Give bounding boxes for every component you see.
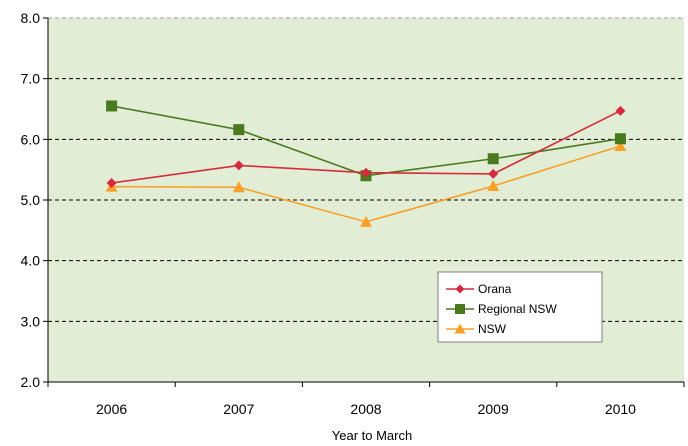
data-point — [360, 215, 372, 227]
legend-marker — [455, 284, 465, 294]
data-point — [232, 181, 245, 193]
legend: Orana Regional NSW NSW — [437, 271, 603, 343]
data-point — [614, 133, 626, 145]
data-point — [233, 160, 244, 171]
y-axis-ticks: 2.0 3.0 4.0 5.0 6.0 7.0 8.0 — [21, 10, 48, 390]
y-tick-label: 6.0 — [21, 131, 41, 147]
x-tick-label: 2009 — [478, 401, 509, 417]
data-point — [106, 100, 118, 112]
legend-label: Orana — [478, 282, 512, 296]
data-point — [361, 167, 371, 178]
legend-items: Orana Regional NSW NSW — [446, 282, 557, 336]
series-layer — [105, 100, 627, 227]
y-tick-label: 4.0 — [21, 253, 41, 269]
y-tick-label: 2.0 — [21, 374, 41, 390]
x-axis-title: Year to March — [332, 428, 412, 443]
x-tick-label: 2010 — [605, 401, 636, 417]
legend-marker — [454, 323, 466, 334]
y-tick-label: 3.0 — [21, 313, 41, 329]
gridlines — [48, 17, 684, 322]
legend-box — [437, 271, 603, 343]
y-tick-label: 5.0 — [21, 192, 41, 208]
legend-label: Regional NSW — [478, 302, 557, 316]
legend-item: Orana — [446, 282, 512, 296]
series-orana — [106, 105, 626, 189]
data-point — [488, 168, 499, 179]
data-point — [487, 153, 499, 165]
legend-item: NSW — [446, 322, 507, 336]
x-tick-label: 2006 — [96, 401, 127, 417]
legend-item: Regional NSW — [446, 302, 557, 316]
legend-label: NSW — [478, 322, 507, 336]
data-point — [106, 178, 117, 189]
data-point — [487, 180, 500, 192]
x-tick-label: 2008 — [350, 401, 381, 417]
data-point — [614, 140, 627, 152]
x-tick-label: 2007 — [223, 401, 254, 417]
x-axis-ticks: 2006 2007 2008 2009 2010 — [47, 382, 685, 417]
y-tick-label: 7.0 — [21, 71, 41, 87]
y-tick-label: 8.0 — [21, 10, 41, 26]
legend-marker — [455, 304, 465, 314]
data-point — [615, 105, 626, 116]
data-point — [233, 124, 245, 136]
